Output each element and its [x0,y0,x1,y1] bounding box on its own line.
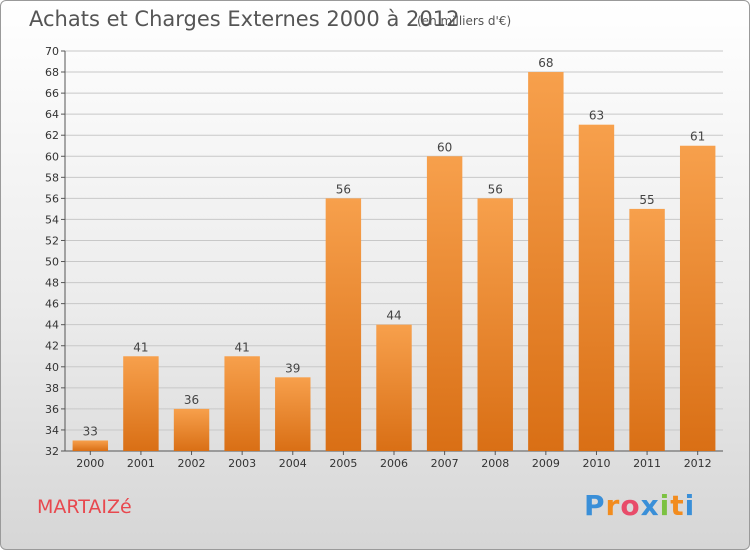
value-label: 44 [386,309,401,323]
y-tick-label: 34 [45,424,59,437]
bar-2008 [477,198,513,451]
value-label: 41 [133,340,148,354]
y-tick-label: 70 [45,45,59,58]
value-labels: 33 41 36 41 39 56 44 60 56 68 63 55 61 [83,56,706,438]
value-label: 41 [235,340,250,354]
y-tick-label: 36 [45,403,59,416]
y-tick-label: 50 [45,256,59,269]
value-label: 61 [690,130,705,144]
x-tick-label: 2009 [532,457,560,470]
x-tick-label: 2003 [228,457,256,470]
y-tick-label: 38 [45,382,59,395]
bar-2007 [426,156,463,451]
x-tick-label: 2008 [481,457,509,470]
logo-letter: P [584,489,606,522]
y-tick-label: 40 [45,361,59,374]
y-tick-label: 52 [45,234,59,247]
bar-2000 [72,440,109,451]
x-tick-label: 2002 [178,457,206,470]
value-label: 33 [83,424,98,438]
y-tick-label: 56 [45,192,59,205]
y-tick-label: 42 [45,340,59,353]
chart-unit: (en milliers d'€) [417,14,512,28]
y-tick-label: 60 [45,150,59,163]
x-tick-label: 2001 [127,457,155,470]
bar-2010 [578,124,615,452]
x-tick-label: 2010 [582,457,610,470]
logo-letter: i [684,489,696,522]
bar-2009 [528,72,564,451]
x-tick-label: 2005 [329,457,357,470]
x-tick-label: 2007 [431,457,459,470]
bars [72,72,716,452]
value-label: 56 [336,182,351,196]
y-tick-label: 46 [45,298,59,311]
x-tick-label: 2011 [633,457,661,470]
logo-letter: i [659,489,671,522]
value-label: 55 [639,193,654,207]
logo-letter: t [670,489,685,522]
x-tick-label: 2012 [684,457,712,470]
y-tick-label: 66 [45,87,59,100]
bar-2003 [224,356,260,451]
bar-2011 [629,208,665,451]
y-tick-label: 54 [45,213,59,226]
y-tick-label: 64 [45,108,59,121]
y-tick-label: 32 [45,445,59,458]
chart-title: Achats et Charges Externes 2000 à 2012 [29,7,460,31]
x-tick-label: 2006 [380,457,408,470]
commune-name: MARTAIZé [37,496,132,518]
y-tick-label: 62 [45,129,59,142]
bar-2002 [173,408,210,451]
x-tick-label: 2004 [279,457,307,470]
logo-letter: r [605,489,621,522]
value-label: 60 [437,140,452,154]
bar-2005 [325,198,362,451]
value-label: 63 [589,109,604,123]
bar-2006 [376,324,412,451]
y-tick-label: 48 [45,277,59,290]
value-label: 36 [184,393,199,407]
y-tick-label: 44 [45,319,59,332]
value-label: 39 [285,361,300,375]
bar-2004 [275,377,311,451]
value-label: 68 [538,56,553,70]
y-tick-label: 68 [45,66,59,79]
bar-2012 [679,145,716,451]
y-tick-label: 58 [45,171,59,184]
logo-letter: x [640,489,660,522]
value-label: 56 [488,182,503,196]
logo-letter: o [620,489,641,522]
x-tick-label: 2000 [76,457,104,470]
proxiti-logo: Proxiti [584,489,695,522]
bar-2001 [123,356,159,451]
